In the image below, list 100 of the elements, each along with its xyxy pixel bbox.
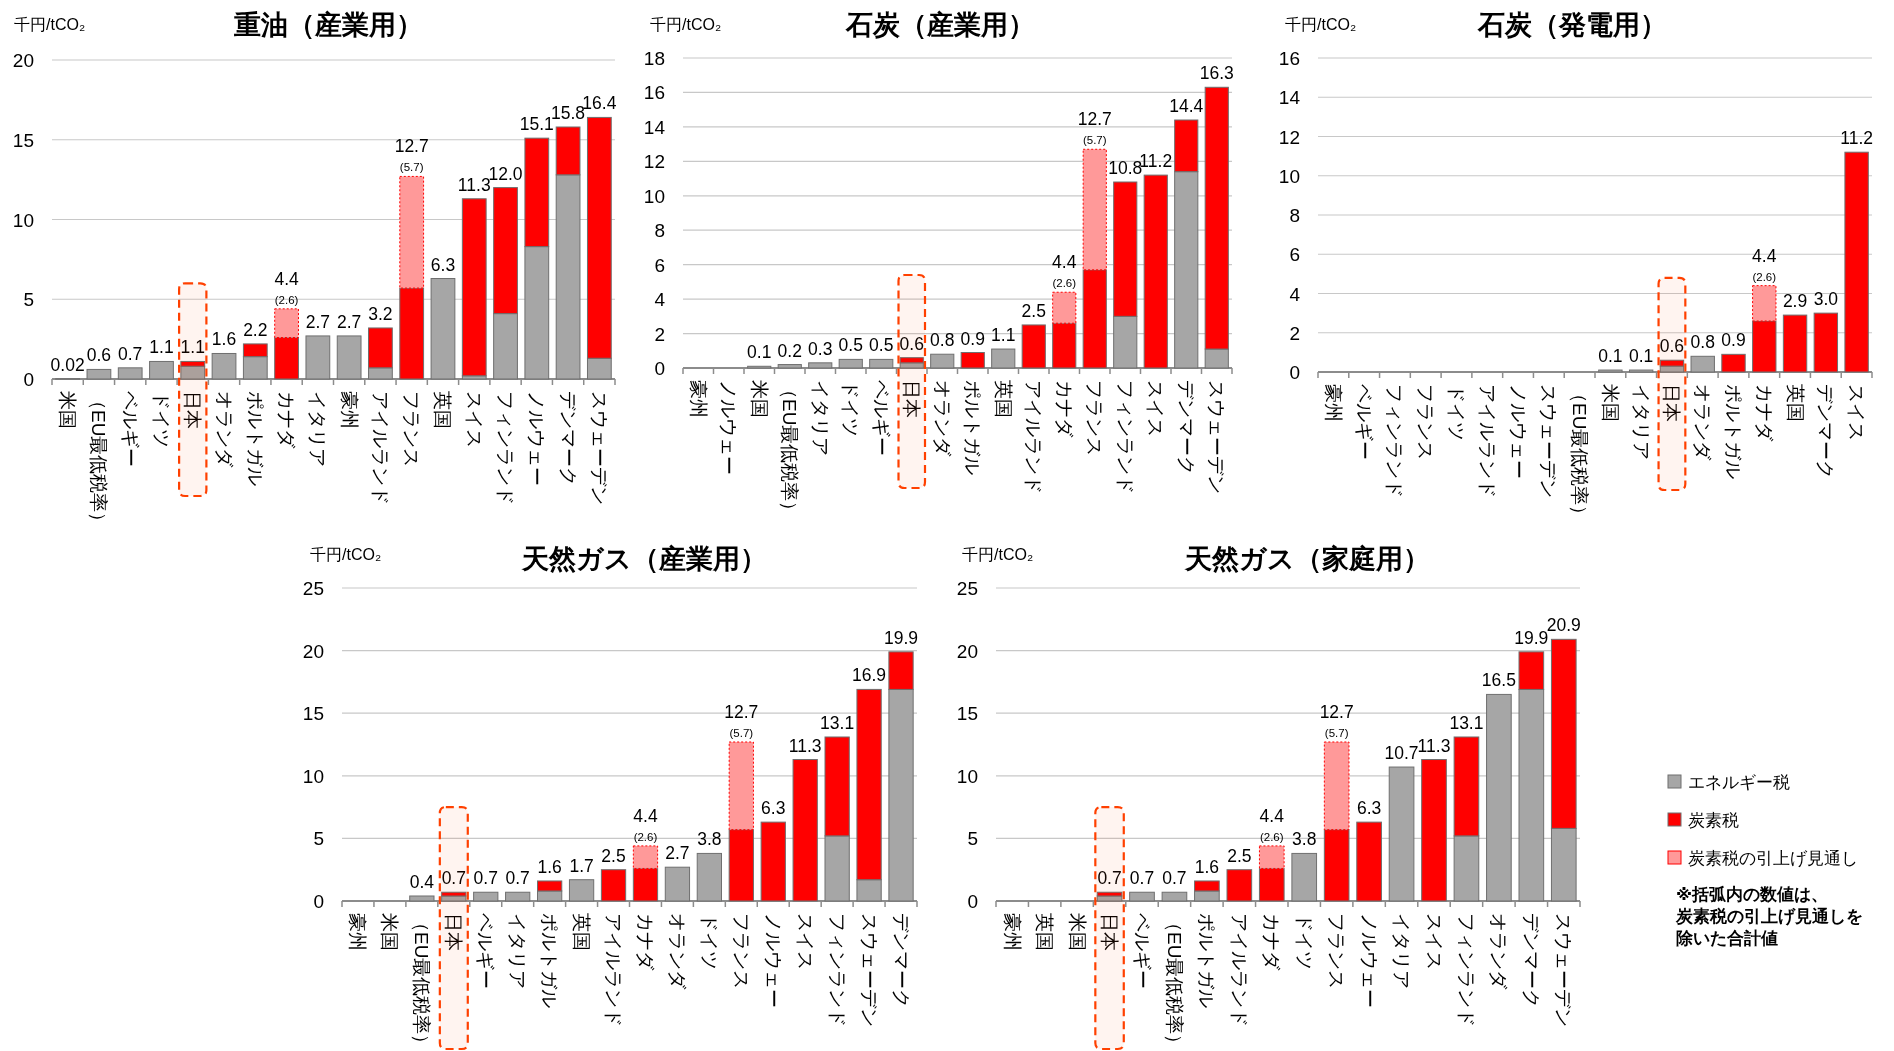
x-tick-label: （EU最低税率） (88, 391, 110, 532)
bar (760, 821, 786, 902)
x-tick-label: スウェーデン (1206, 380, 1228, 494)
x-tick-label: 英国 (992, 380, 1014, 418)
y-tick-label: 0 (654, 358, 665, 379)
x-tick-label: ベルギー (870, 380, 892, 456)
bar (792, 759, 818, 902)
x-tick-label: オランダ (1488, 913, 1510, 990)
total-label: 12.7 (724, 702, 759, 722)
x-tick-label: スウェーデン (588, 391, 610, 505)
total-label: 16.9 (852, 665, 887, 686)
annotation: (2.6) (274, 293, 299, 306)
x-tick-label: フィンランド (495, 391, 517, 505)
x-tick-label: 米国 (57, 391, 79, 429)
annotation: (2.6) (1259, 830, 1284, 843)
x-tick-label: スイス (1423, 913, 1445, 970)
x-tick-label: （EU最低税率） (411, 913, 433, 1051)
bar (1721, 353, 1746, 373)
x-tick-label: ポルトガル (1196, 913, 1218, 1008)
total-label: 0.2 (777, 340, 802, 361)
x-tick-label: 日本 (443, 913, 465, 951)
bar (86, 368, 112, 380)
total-label: 2.5 (1227, 845, 1252, 866)
y-tick-label: 25 (956, 578, 978, 599)
annotation: (5.7) (399, 161, 424, 174)
total-label: 0.7 (441, 868, 466, 889)
total-label: 0.5 (838, 335, 863, 356)
y-tick-label: 25 (302, 578, 324, 599)
y-tick-label: 10 (1278, 165, 1300, 187)
total-label: 10.7 (1384, 743, 1419, 764)
x-tick-label: デンマーク (1815, 384, 1837, 479)
x-tick-label: 米国 (379, 913, 401, 951)
total-label: 0.4 (409, 871, 435, 892)
x-tick-label: ドイツ (698, 913, 720, 970)
y-tick-label: 5 (313, 828, 324, 850)
bar (1161, 891, 1188, 902)
y-tick-label: 12 (1278, 126, 1300, 148)
x-tick-label: カナダ (1753, 384, 1775, 442)
total-label: 0.1 (747, 342, 772, 363)
x-tick-label: スウェーデン (858, 913, 880, 1027)
x-tick-label: デンマーク (1520, 913, 1542, 1008)
total-label: 0.9 (960, 328, 985, 349)
x-tick-label: ベルギー (475, 913, 497, 989)
bar (930, 353, 955, 369)
bar (777, 364, 802, 369)
total-label: 4.4 (1052, 252, 1077, 273)
y-tick-label: 8 (654, 220, 665, 242)
x-tick-label: ノルウェー (1358, 913, 1380, 1008)
legend-label: 炭素税 (1688, 811, 1739, 830)
bar (211, 352, 237, 380)
bar (461, 198, 487, 377)
total-label: 12.7 (1319, 702, 1354, 722)
total-label: 11.3 (788, 735, 822, 756)
y-tick-label: 0 (1289, 362, 1300, 383)
total-label: 15.1 (519, 114, 554, 135)
total-label: 1.6 (537, 856, 562, 877)
x-tick-label: 日本 (182, 391, 204, 429)
y-tick-label: 16 (643, 82, 665, 104)
total-label: 0.7 (1162, 868, 1187, 889)
x-tick-label: イタリア (1391, 913, 1413, 989)
x-tick-label: フランス (730, 913, 752, 989)
total-label: 0.6 (1659, 336, 1685, 357)
x-tick-label: スイス (1145, 380, 1167, 437)
x-tick-label: ポルトガル (539, 913, 561, 1008)
x-tick-label: 英国 (571, 913, 593, 951)
bar (409, 895, 435, 902)
x-tick-label: 英国 (1784, 384, 1806, 422)
total-label: 2.7 (665, 843, 690, 864)
x-tick-label: ドイツ (840, 380, 862, 437)
x-tick-label: 英国 (1034, 913, 1056, 951)
total-label: 2.5 (601, 845, 626, 866)
chart-title: 天然ガス（産業用） (520, 544, 767, 574)
x-tick-label: イタリア (809, 380, 831, 456)
x-tick-label: ベルギー (1353, 384, 1375, 460)
total-label: 3.8 (697, 829, 722, 850)
bar (1291, 852, 1318, 902)
legend-label: 炭素税の引上げ見通し (1688, 849, 1858, 868)
bar (1021, 324, 1046, 369)
x-tick-label: 米国 (1066, 913, 1088, 951)
total-label: 12.7 (1077, 109, 1112, 130)
total-label: 11.3 (1417, 735, 1451, 756)
x-tick-label: アイルランド (603, 913, 625, 1027)
total-label: 0.1 (1629, 346, 1654, 367)
x-tick-label: スイス (1846, 384, 1868, 441)
bar (696, 852, 722, 902)
x-tick-label: 豪州 (1322, 384, 1344, 422)
total-label: 0.02 (50, 354, 85, 375)
annotation: (2.6) (1752, 270, 1777, 283)
total-label: 0.8 (930, 330, 955, 351)
x-tick-label: フィンランド (1384, 384, 1406, 498)
total-label: 3.8 (1292, 829, 1317, 850)
x-tick-label: デンマーク (890, 913, 912, 1008)
bar (1813, 312, 1839, 373)
x-tick-label: 日本 (1661, 384, 1683, 422)
total-label: 13.1 (1449, 712, 1484, 733)
bar (149, 360, 174, 380)
x-tick-label: カナダ (1053, 380, 1075, 438)
bar (117, 367, 143, 380)
x-tick-label: スイス (794, 913, 816, 970)
y-tick-label: 10 (643, 185, 665, 207)
